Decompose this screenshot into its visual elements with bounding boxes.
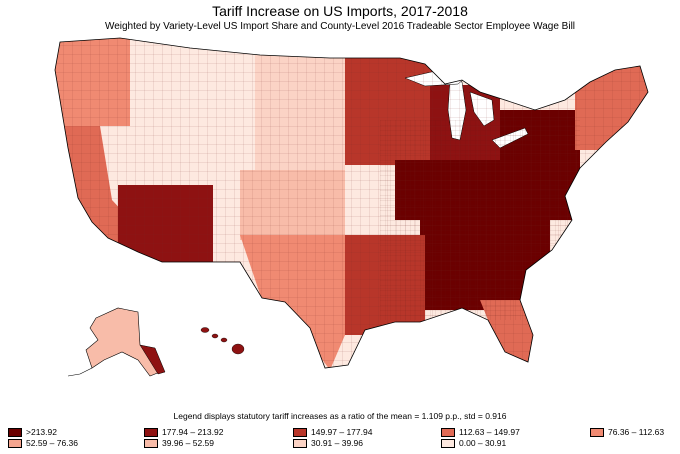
legend-label: 76.36 – 112.63 (608, 427, 665, 437)
legend-item: 177.94 – 213.92 (144, 427, 223, 437)
alaska-panhandle (139, 344, 166, 375)
county-grid-fine-overlay (380, 120, 580, 320)
legend-label: 112.63 – 149.97 (459, 427, 520, 437)
legend-swatch (441, 438, 455, 448)
map-title: Tariff Increase on US Imports, 2017-2018 (212, 3, 468, 19)
map-svg (54, 37, 649, 377)
legend-label: >213.92 (26, 427, 57, 437)
legend-label: 39.96 – 52.59 (162, 438, 214, 448)
legend-label: 30.91 – 39.96 (311, 438, 363, 448)
legend-label: 52.59 – 76.36 (26, 438, 78, 448)
region-hawaii (200, 327, 245, 355)
legend-item: 0.00 – 30.91 (441, 438, 506, 448)
legend-swatch (590, 427, 604, 437)
region-alaska (85, 307, 161, 377)
legend-item: 76.36 – 112.63 (590, 427, 664, 437)
legend-label: 149.97 – 177.94 (311, 427, 373, 437)
legend-swatch (144, 438, 158, 448)
legend-swatch (293, 427, 307, 437)
legend-item: 39.96 – 52.59 (144, 438, 214, 448)
legend-swatch (293, 438, 307, 448)
legend-swatch (8, 438, 22, 448)
legend-item: 112.63 – 149.97 (441, 427, 520, 437)
legend-item: 52.59 – 76.36 (8, 438, 78, 448)
legend-label: 0.00 – 30.91 (459, 438, 507, 448)
legend: >213.92 177.94 – 213.92 149.97 – 177.94 … (0, 424, 680, 454)
legend-label: 177.94 – 213.92 (162, 427, 224, 437)
legend-caption: Legend displays statutory tariff increas… (173, 411, 507, 421)
legend-swatch (441, 427, 455, 437)
legend-swatch (8, 427, 22, 437)
alaska-aleutians (67, 367, 93, 377)
legend-item: >213.92 (8, 427, 57, 437)
legend-item: 149.97 – 177.94 (293, 427, 372, 437)
map-subtitle: Weighted by Variety-Level US Import Shar… (104, 21, 576, 32)
choropleth-map (54, 37, 649, 377)
legend-item: 30.91 – 39.96 (293, 438, 363, 448)
legend-swatch (144, 427, 158, 437)
